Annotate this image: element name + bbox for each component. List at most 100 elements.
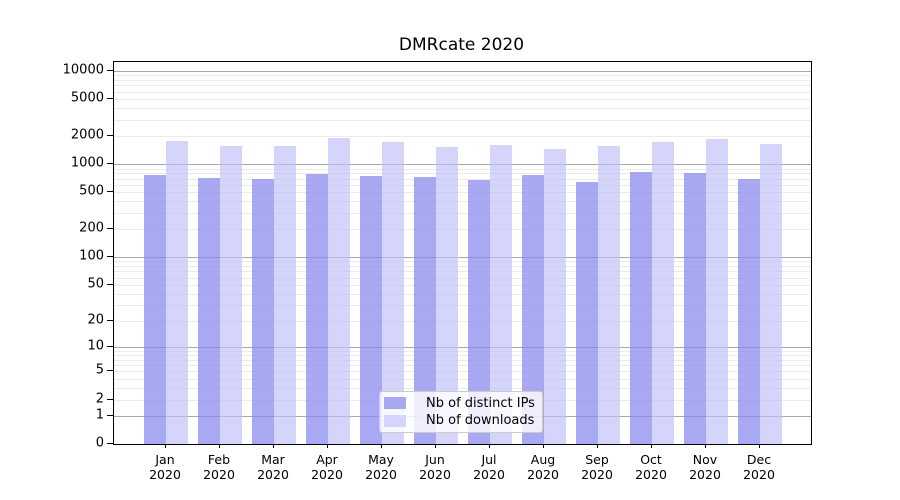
x-tick-mark: [165, 444, 166, 448]
x-tick-label: Jun 2020: [419, 452, 451, 482]
gridline-minor: [114, 320, 811, 322]
x-tick-mark: [543, 444, 544, 448]
gridline-minor: [114, 304, 811, 306]
y-tick-label: 50: [87, 276, 104, 292]
bar-downloads-jul: [490, 145, 512, 444]
bar-distinct-ips-apr: [306, 174, 328, 444]
gridline-minor: [114, 85, 811, 87]
chart-title: DMRcate 2020: [398, 35, 525, 55]
y-tick-mark: [107, 135, 113, 137]
gridline-minor: [114, 136, 811, 138]
gridline-minor: [114, 293, 811, 295]
gridline-minor: [114, 192, 811, 194]
bar-downloads-feb: [220, 146, 242, 444]
bar-distinct-ips-oct: [630, 171, 652, 444]
bar-distinct-ips-feb: [198, 178, 220, 444]
gridline-minor: [114, 91, 811, 93]
gridline-minor: [114, 178, 811, 180]
x-tick-label: Feb 2020: [203, 452, 235, 482]
x-tick-label: Apr 2020: [311, 452, 343, 482]
y-tick-mark: [107, 228, 113, 230]
y-tick-label: 10: [87, 338, 104, 354]
y-tick-mark: [107, 256, 113, 258]
gridline-minor: [114, 75, 811, 77]
y-tick-mark: [107, 70, 113, 71]
legend: Nb of distinct IPs Nb of downloads: [379, 391, 543, 433]
bar-downloads-oct: [652, 141, 674, 444]
gridline-minor: [114, 173, 811, 175]
y-tick-mark: [107, 191, 113, 193]
y-tick-mark: [107, 283, 113, 285]
gridline-minor: [114, 108, 811, 110]
gridline-minor: [114, 80, 811, 81]
y-tick-label: 0: [95, 435, 104, 451]
plot-area: [113, 61, 812, 445]
gridline-minor: [114, 184, 811, 186]
gridline-minor: [114, 277, 811, 279]
x-tick-mark: [381, 444, 382, 448]
y-tick-label: 2: [95, 391, 104, 406]
bar-downloads-jun: [436, 147, 458, 444]
y-tick-label: 1: [95, 407, 104, 423]
x-tick-mark: [219, 444, 220, 448]
y-tick-label: 200: [79, 220, 104, 236]
gridline-minor: [114, 365, 811, 367]
gridline-minor: [114, 99, 811, 101]
gridline-minor: [114, 350, 811, 352]
x-axis: Jan 2020 Feb 2020 Mar 2020 Apr 2020 May 2020…: [113, 444, 810, 494]
gridline-minor: [114, 261, 811, 263]
gridline-minor: [114, 284, 811, 286]
bar-distinct-ips-aug: [522, 174, 544, 444]
bar-distinct-ips-jul: [468, 179, 490, 444]
legend-row-downloads: Nb of downloads: [380, 413, 542, 428]
y-axis: 10000 5000 2000 1000 500 200 100 50 20 10 5 2 1 0: [0, 61, 113, 451]
y-tick-label: 5: [95, 362, 104, 378]
y-tick-mark: [107, 319, 113, 321]
bar-distinct-ips-jun: [414, 176, 436, 444]
x-tick-label: Jan 2020: [149, 452, 181, 482]
bar-distinct-ips-dec: [738, 178, 760, 444]
bar-downloads-aug: [544, 148, 566, 444]
y-tick-label: 2000: [70, 127, 104, 143]
gridline-major: [114, 346, 811, 348]
y-tick-label: 20: [87, 312, 104, 328]
gridline-minor: [114, 355, 811, 356]
gridline-minor: [114, 168, 811, 170]
x-tick-label: Oct 2020: [635, 452, 667, 482]
x-tick-mark: [435, 444, 436, 448]
y-tick-mark: [107, 345, 113, 347]
gridline-minor: [114, 266, 811, 267]
y-tick-label: 100: [79, 248, 104, 264]
bar-distinct-ips-jan: [144, 175, 166, 444]
x-tick-label: Jul 2020: [473, 452, 505, 482]
gridline-minor: [114, 271, 811, 273]
bar-downloads-nov: [706, 138, 728, 444]
gridline-minor: [114, 201, 811, 203]
bar-downloads-jan: [166, 141, 188, 444]
x-tick-label: Mar 2020: [257, 452, 289, 482]
legend-swatch-downloads: [384, 414, 406, 427]
gridline-minor: [114, 378, 811, 380]
y-tick-label: 10000: [62, 62, 104, 78]
y-tick-label: 500: [79, 183, 104, 199]
gridline-minor: [114, 359, 811, 361]
gridline-major: [114, 257, 811, 259]
x-tick-mark: [597, 444, 598, 448]
gridline-minor: [114, 387, 811, 389]
bar-downloads-may: [382, 142, 404, 444]
gridline-minor: [114, 371, 811, 373]
y-tick-mark: [107, 398, 113, 400]
y-tick-mark: [107, 414, 113, 416]
bar-downloads-dec: [760, 143, 782, 444]
x-tick-mark: [705, 444, 706, 448]
x-tick-mark: [651, 444, 652, 448]
x-tick-mark: [489, 444, 490, 448]
bar-downloads-sep: [598, 146, 620, 444]
legend-row-distinct-ips: Nb of distinct IPs: [380, 396, 542, 411]
gridline-minor: [114, 212, 811, 214]
x-tick-mark: [273, 444, 274, 448]
x-tick-mark: [759, 444, 760, 448]
bar-distinct-ips-sep: [576, 181, 598, 444]
legend-swatch-distinct-ips: [384, 397, 406, 410]
